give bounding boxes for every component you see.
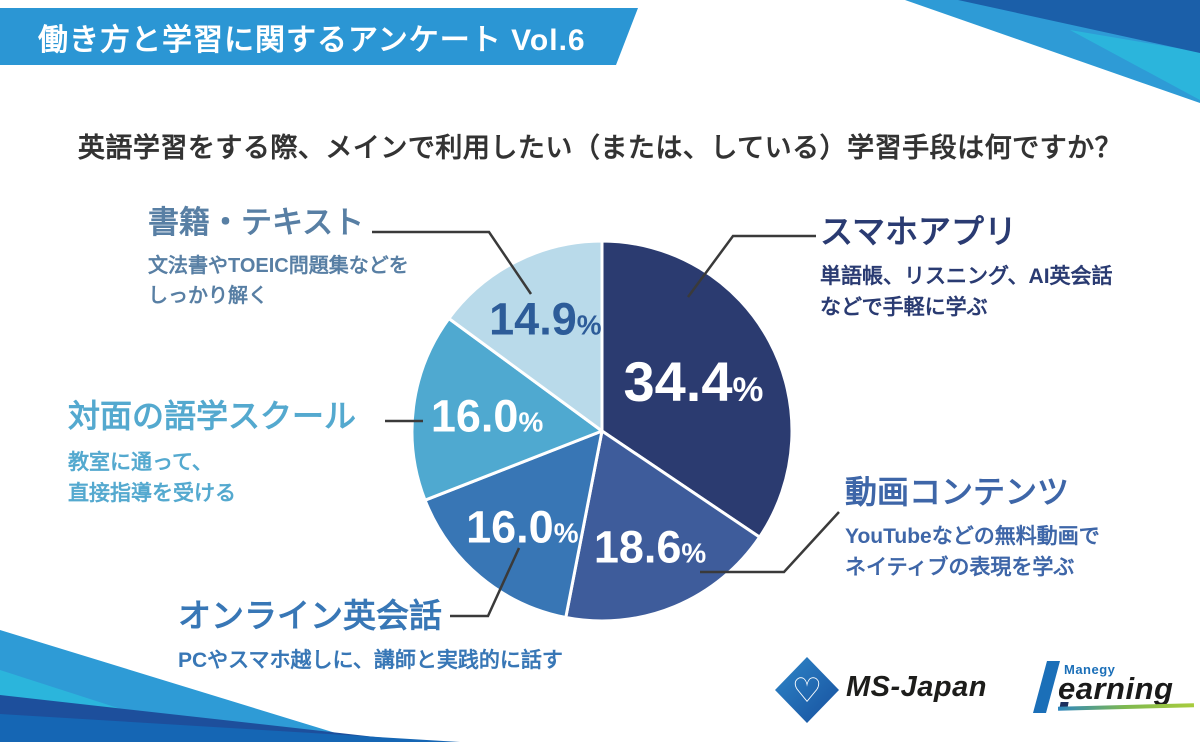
survey-question: 英語学習をする際、メインで利用したい（または、している）学習手段は何ですか？ bbox=[77, 133, 1123, 163]
callout-school-desc-line2: 直接指導を受ける bbox=[68, 482, 236, 506]
callout-video-desc-line2: ネイティブの表現を学ぶ bbox=[845, 556, 1075, 580]
pie-percent-label-3: 16.0% bbox=[430, 390, 544, 442]
callout-video-title: 動画コンテンツ bbox=[845, 474, 1070, 510]
callout-school-description: 教室に通って、 直接指導を受ける bbox=[68, 447, 356, 510]
callout-app-desc-line1: 単語帳、リスニング、AI英会話 bbox=[820, 264, 1113, 288]
callout-online-description: PCやスマホ越しに、講師と実践的に話す bbox=[178, 645, 563, 677]
pie-slice-3 bbox=[410, 317, 604, 502]
callout-books-title: 書籍・テキスト bbox=[148, 205, 365, 240]
callout-video-description: YouTubeなどの無料動画で ネイティブの表現を学ぶ bbox=[845, 521, 1100, 584]
callout-app-desc-line2: などで手軽に学ぶ bbox=[820, 296, 988, 320]
pie-percent-label-4: 14.9% bbox=[489, 293, 602, 345]
callout-app-description: 単語帳、リスニング、AI英会話 などで手軽に学ぶ bbox=[820, 261, 1113, 324]
pie-percent-label-2: 16.0% bbox=[466, 501, 579, 553]
callout-school-title: 対面の語学スクール bbox=[68, 398, 357, 434]
callout-books-desc-line2: しっかり解く bbox=[148, 284, 268, 307]
callout-video-content: 動画コンテンツ YouTubeなどの無料動画で ネイティブの表現を学ぶ bbox=[845, 474, 1100, 584]
callout-school-desc-line1: 教室に通って、 bbox=[68, 450, 213, 474]
pie-percent-label-1: 18.6% bbox=[593, 521, 707, 573]
callout-online-title: オンライン英会話 bbox=[178, 597, 442, 634]
pie-slice-0 bbox=[600, 239, 794, 539]
callout-books-description: 文法書やTOEIC問題集などを しっかり解く bbox=[148, 251, 409, 311]
callout-app-title: スマホアプリ bbox=[820, 213, 1018, 250]
callout-online-english: オンライン英会話 PCやスマホ越しに、講師と実践的に話す bbox=[178, 597, 563, 676]
callout-books-desc-line1: 文法書やTOEIC問題集などを bbox=[148, 254, 409, 277]
callout-online-desc-line1: PCやスマホ越しに、講師と実践的に話す bbox=[178, 648, 563, 672]
page-title: 働き方と学習に関するアンケート Vol.6 bbox=[38, 23, 586, 57]
callout-language-school: 対面の語学スクール 教室に通って、 直接指導を受ける bbox=[68, 398, 356, 510]
pie-percent-label-0: 34.4% bbox=[623, 350, 764, 414]
callout-smartphone-app: スマホアプリ 単語帳、リスニング、AI英会話 などで手軽に学ぶ bbox=[820, 213, 1113, 324]
callout-video-desc-line1: YouTubeなどの無料動画で bbox=[845, 524, 1100, 548]
callout-books: 書籍・テキスト 文法書やTOEIC問題集などを しっかり解く bbox=[148, 205, 409, 311]
header-banner: 働き方と学習に関するアンケート Vol.6 bbox=[0, 8, 638, 65]
